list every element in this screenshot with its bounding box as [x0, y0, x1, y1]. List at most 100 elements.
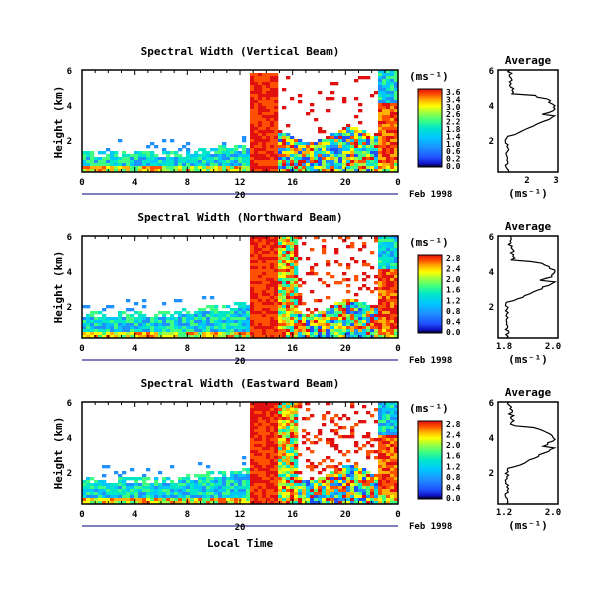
y-tick-label: 6: [67, 399, 72, 409]
heatmap-cell: [202, 148, 207, 152]
heatmap-cell: [214, 329, 219, 333]
heatmap-cell: [222, 163, 227, 167]
heatmap-cell: [298, 314, 303, 318]
heatmap-cell: [298, 498, 303, 502]
heatmap-cell: [322, 145, 327, 149]
heatmap-cell: [290, 465, 295, 469]
heatmap-cell: [378, 492, 383, 496]
heatmap-cell: [394, 492, 399, 496]
heatmap-cell: [294, 151, 299, 155]
heatmap-cell: [250, 483, 255, 487]
heatmap-cell: [294, 420, 299, 424]
heatmap-cell: [270, 483, 275, 487]
heatmap-cell: [362, 163, 367, 167]
heatmap-cell: [278, 441, 283, 445]
heatmap-cell: [158, 166, 163, 170]
heatmap-cell: [146, 145, 151, 149]
heatmap-cell: [170, 495, 175, 499]
heatmap-cell: [394, 323, 399, 327]
heatmap-cell: [298, 145, 303, 149]
heatmap-cell: [270, 474, 275, 478]
heatmap-cell: [334, 160, 339, 164]
heatmap-cell: [90, 489, 95, 493]
heatmap-cell: [270, 245, 275, 249]
heatmap-cell: [378, 266, 383, 270]
colorbar-unit: (ms⁻¹): [409, 236, 449, 249]
heatmap-cell: [342, 305, 347, 309]
heatmap-cell: [278, 163, 283, 167]
heatmap-cell: [222, 314, 227, 318]
heatmap-cell: [382, 133, 387, 137]
heatmap-cell: [198, 332, 203, 336]
heatmap-cell: [326, 148, 331, 152]
heatmap-cell: [206, 163, 211, 167]
heatmap-cell: [154, 157, 159, 161]
heatmap-cell: [294, 314, 299, 318]
heatmap-cell: [358, 302, 363, 306]
heatmap-cell: [174, 489, 179, 493]
heatmap-cell: [354, 130, 359, 134]
heatmap-cell: [378, 480, 383, 484]
heatmap-cell: [326, 411, 331, 415]
heatmap-cell: [318, 151, 323, 155]
heatmap-cell: [354, 471, 359, 475]
heatmap-cell: [210, 311, 215, 315]
heatmap-cell: [266, 450, 271, 454]
heatmap-cell: [158, 157, 163, 161]
heatmap-cell: [314, 492, 319, 496]
heatmap-cell: [186, 154, 191, 158]
heatmap-cell: [254, 308, 259, 312]
heatmap-cell: [382, 426, 387, 430]
heatmap-cell: [286, 290, 291, 294]
heatmap-cell: [386, 462, 391, 466]
heatmap-cell: [310, 320, 315, 324]
heatmap-cell: [258, 169, 263, 173]
heatmap-cell: [358, 142, 363, 146]
heatmap-cell: [214, 163, 219, 167]
heatmap-cell: [194, 474, 199, 478]
heatmap-cell: [394, 450, 399, 454]
heatmap-cell: [270, 317, 275, 321]
heatmap-cell: [210, 317, 215, 321]
heatmap-cell: [130, 323, 135, 327]
heatmap-cell: [134, 492, 139, 496]
heatmap-cell: [282, 462, 287, 466]
heatmap-cell: [142, 329, 147, 333]
heatmap-cell: [214, 320, 219, 324]
heatmap-cell: [378, 73, 383, 77]
heatmap-cell: [278, 477, 283, 481]
profile-line: [504, 69, 557, 173]
heatmap-cell: [190, 320, 195, 324]
heatmap-cell: [342, 426, 347, 430]
heatmap-cell: [122, 477, 127, 481]
heatmap-cell: [310, 332, 315, 336]
heatmap-cell: [282, 423, 287, 427]
heatmap-cell: [262, 157, 267, 161]
date-tick-label: 20: [235, 523, 246, 533]
heatmap-cell: [90, 320, 95, 324]
heatmap-cell: [386, 447, 391, 451]
heatmap-cell: [322, 332, 327, 336]
heatmap-cell: [282, 335, 287, 339]
heatmap-cell: [382, 112, 387, 116]
heatmap-cell: [358, 308, 363, 312]
heatmap-cell: [346, 236, 351, 240]
heatmap-cell: [286, 402, 291, 406]
heatmap-cell: [190, 329, 195, 333]
heatmap-cell: [298, 329, 303, 333]
heatmap-cell: [366, 471, 371, 475]
heatmap-cell: [114, 169, 119, 173]
heatmap-cell: [254, 320, 259, 324]
heatmap-cell: [286, 166, 291, 170]
heatmap-cell: [274, 480, 279, 484]
heatmap-cell: [106, 317, 111, 321]
heatmap-cell: [386, 100, 391, 104]
heatmap-cell: [114, 151, 119, 155]
heatmap-cell: [150, 317, 155, 321]
heatmap-cell: [378, 133, 383, 137]
heatmap-cell: [314, 142, 319, 146]
heatmap-cell: [282, 287, 287, 291]
heatmap-cell: [390, 133, 395, 137]
heatmap-cell: [250, 332, 255, 336]
heatmap-cell: [366, 450, 371, 454]
